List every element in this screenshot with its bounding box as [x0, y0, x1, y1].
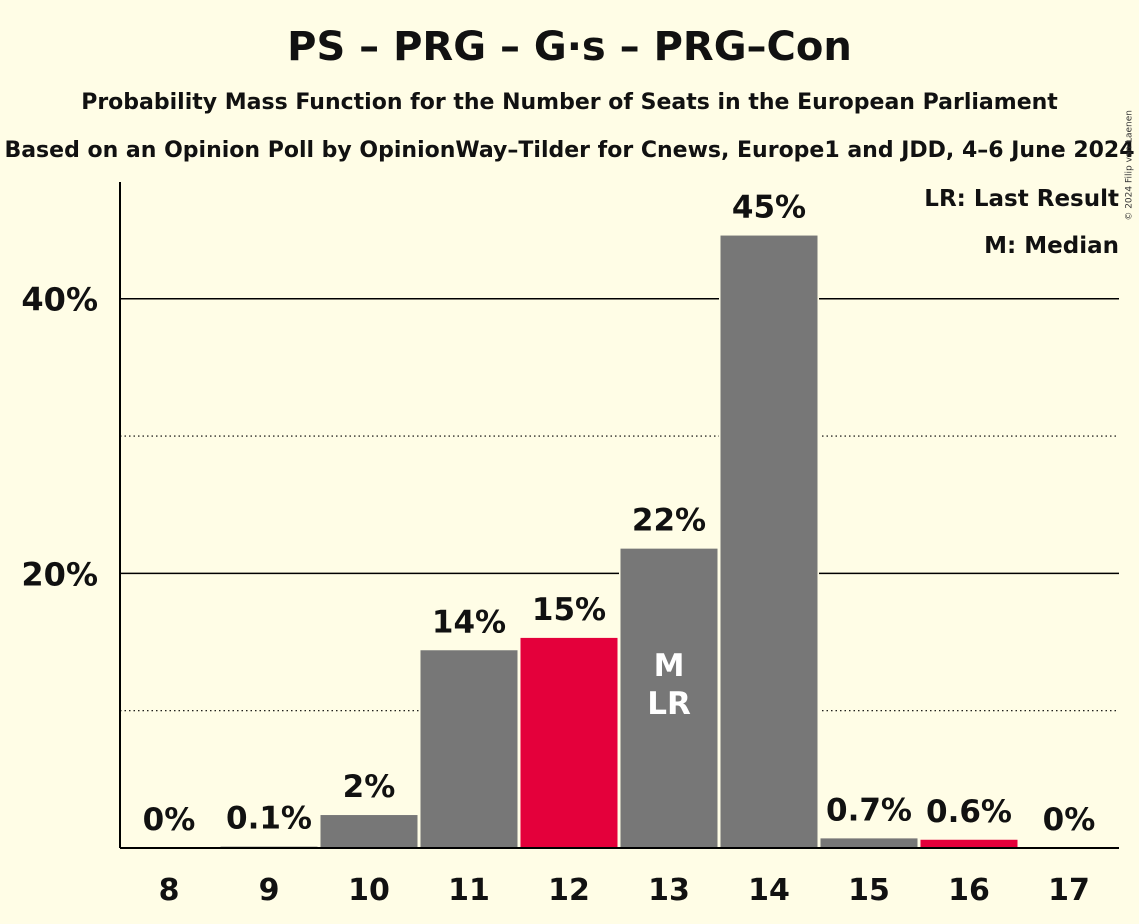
chart-title: PS – PRG – G·s – PRG–Con: [287, 24, 852, 70]
data-label-12: 15%: [532, 592, 606, 628]
bar-gap-9: [219, 844, 319, 848]
x-tick-label-9: 9: [259, 873, 280, 908]
x-tick-label-16: 16: [948, 873, 990, 908]
x-tick-label-12: 12: [548, 873, 590, 908]
data-label-15: 0.7%: [826, 792, 912, 828]
data-label-16: 0.6%: [926, 794, 1012, 830]
bar-14: [720, 235, 818, 849]
x-tick-label-11: 11: [448, 873, 490, 908]
x-tick-label-14: 14: [748, 873, 790, 908]
legend-last-result: LR: Last Result: [924, 186, 1119, 212]
chart-subtitle: Probability Mass Function for the Number…: [81, 90, 1058, 115]
data-label-13: 22%: [632, 503, 706, 539]
x-tick-label-15: 15: [848, 873, 890, 908]
chart-source-line: Based on an Opinion Poll by OpinionWay–T…: [4, 138, 1135, 163]
y-tick-label: 40%: [21, 281, 98, 319]
x-tick-label-10: 10: [348, 873, 390, 908]
y-tick-label: 20%: [21, 555, 98, 593]
last-result-marker: LR: [647, 686, 691, 722]
legend-median: M: Median: [984, 233, 1119, 259]
bar-11: [420, 650, 518, 848]
bar-15: [820, 838, 918, 848]
x-tick-label-17: 17: [1048, 873, 1090, 908]
bar-13: [620, 548, 718, 848]
bar-10: [320, 815, 418, 848]
data-label-8: 0%: [143, 802, 196, 838]
data-label-9: 0.1%: [226, 801, 312, 837]
data-label-11: 14%: [432, 604, 506, 640]
data-label-17: 0%: [1043, 802, 1096, 838]
data-label-14: 45%: [732, 190, 806, 226]
bar-16: [920, 839, 1018, 848]
median-marker: M: [654, 648, 685, 684]
data-label-10: 2%: [343, 769, 396, 805]
bar-12: [520, 637, 618, 848]
x-tick-label-13: 13: [648, 873, 690, 908]
x-tick-label-8: 8: [159, 873, 180, 908]
